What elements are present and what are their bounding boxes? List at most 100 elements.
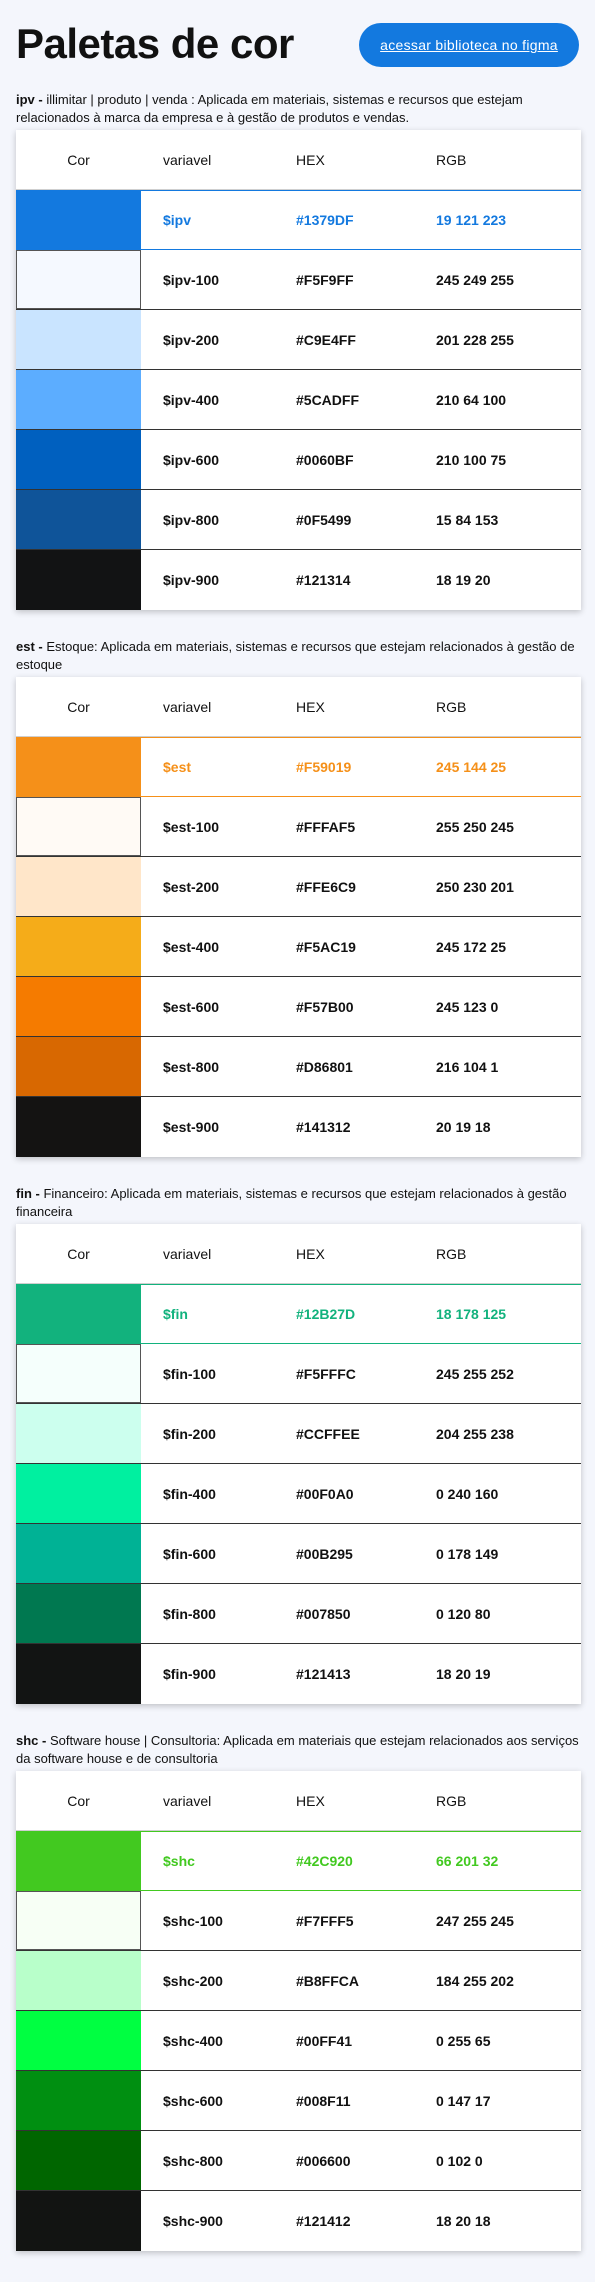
cell-var: $est-800	[163, 1058, 220, 1075]
cell-rgb: 18 178 125	[436, 1306, 507, 1322]
section-prefix: ipv	[16, 92, 35, 107]
cell-var: $ipv	[163, 212, 192, 228]
cell-var: $shc-900	[163, 2213, 223, 2229]
cell-rgb: 0 102 0	[436, 2152, 483, 2169]
table-row: $fin-900 #121413 18 20 19	[16, 1644, 581, 1704]
header-rgb: RGB	[436, 151, 467, 168]
cell-hex: #121412	[296, 2213, 351, 2229]
cell-hex: #CCFFEE	[296, 1425, 360, 1442]
palette-section-shc: shc - Software house | Consultoria: Apli…	[0, 1729, 595, 2251]
color-swatch	[16, 1644, 141, 1704]
table-row: $ipv-200 #C9E4FF 201 228 255	[16, 310, 581, 370]
cell-rgb: 247 255 245	[436, 1912, 514, 1929]
table-header: Cor variavel HEX RGB	[16, 1771, 581, 1831]
cell-hex: #008F11	[296, 2092, 351, 2109]
table-row: $est-100 #FFFAF5 255 250 245	[16, 797, 581, 857]
cell-hex: #00F0A0	[296, 1485, 354, 1502]
table-row: $fin-400 #00F0A0 0 240 160	[16, 1464, 581, 1524]
figma-library-button[interactable]: acessar biblioteca no figma	[359, 23, 579, 67]
cell-rgb: 250 230 201	[436, 878, 514, 895]
cell-var: $fin-900	[163, 1666, 216, 1682]
cell-rgb: 245 172 25	[436, 938, 507, 955]
cell-rgb: 245 123 0	[436, 998, 499, 1015]
table-row: $est #F59019 245 144 25	[16, 737, 581, 797]
section-prefix: est	[16, 639, 35, 654]
cell-var: $fin-400	[163, 1485, 216, 1502]
cell-var: $est-600	[163, 998, 220, 1015]
header-hex: HEX	[296, 698, 325, 715]
section-description-text: illimitar | produto | venda : Aplicada e…	[16, 92, 523, 125]
cell-hex: #007850	[296, 1605, 351, 1622]
table-row: $shc-200 #B8FFCA 184 255 202	[16, 1951, 581, 2011]
color-swatch	[16, 1584, 141, 1643]
color-swatch	[16, 1037, 141, 1096]
table-row: $est-900 #141312 20 19 18	[16, 1097, 581, 1157]
header-hex: HEX	[296, 1245, 325, 1262]
color-swatch	[16, 1524, 141, 1583]
color-swatch	[16, 917, 141, 976]
palette-table: Cor variavel HEX RGB $fin #12B27D 18 178 125 $f…	[16, 1224, 581, 1704]
page-header: Paletas de cor acessar biblioteca no fig…	[0, 0, 595, 88]
cell-rgb: 0 240 160	[436, 1485, 499, 1502]
cell-rgb: 66 201 32	[436, 1853, 499, 1869]
cell-rgb: 0 120 80	[436, 1605, 491, 1622]
section-prefix: shc	[16, 1733, 39, 1748]
cell-rgb: 18 19 20	[436, 572, 491, 588]
cell-hex: #FFE6C9	[296, 878, 356, 895]
color-swatch	[16, 310, 141, 369]
header-rgb: RGB	[436, 1792, 467, 1809]
palette-sections: ipv - illimitar | produto | venda : Apli…	[0, 88, 595, 2251]
section-prefix-separator: -	[34, 92, 47, 107]
cell-hex: #5CADFF	[296, 391, 360, 408]
table-row: $fin-200 #CCFFEE 204 255 238	[16, 1404, 581, 1464]
cell-hex: #D86801	[296, 1058, 353, 1075]
cell-hex: #121413	[296, 1666, 351, 1682]
section-description: fin - Financeiro: Aplicada em materiais,…	[0, 1182, 595, 1224]
cell-rgb: 245 249 255	[436, 271, 514, 288]
cell-hex: #FFFAF5	[296, 818, 356, 835]
color-swatch	[16, 1891, 141, 1950]
cell-hex: #141312	[296, 1119, 351, 1135]
color-swatch	[16, 1832, 141, 1890]
cell-var: $shc	[163, 1853, 195, 1869]
color-swatch	[16, 250, 141, 309]
cell-var: $fin-200	[163, 1425, 216, 1442]
header-rgb: RGB	[436, 698, 467, 715]
cell-hex: #121314	[296, 572, 351, 588]
cell-var: $est-100	[163, 818, 220, 835]
section-prefix: fin	[16, 1186, 32, 1201]
cell-hex: #F7FFF5	[296, 1912, 354, 1929]
table-header: Cor variavel HEX RGB	[16, 1224, 581, 1284]
cell-var: $est-200	[163, 878, 220, 895]
color-swatch	[16, 2131, 141, 2190]
cell-rgb: 210 100 75	[436, 451, 507, 468]
color-swatch	[16, 977, 141, 1036]
section-description: ipv - illimitar | produto | venda : Apli…	[0, 88, 595, 130]
section-description-text: Financeiro: Aplicada em materiais, siste…	[16, 1186, 567, 1219]
table-row: $fin-100 #F5FFFC 245 255 252	[16, 1344, 581, 1404]
header-variavel: variavel	[163, 1792, 212, 1809]
header-hex: HEX	[296, 1792, 325, 1809]
table-row: $shc-900 #121412 18 20 18	[16, 2191, 581, 2251]
cell-var: $ipv-600	[163, 451, 220, 468]
cell-var: $ipv-400	[163, 391, 220, 408]
cell-var: $fin-600	[163, 1545, 216, 1562]
cell-hex: #C9E4FF	[296, 331, 356, 348]
cell-var: $fin	[163, 1306, 188, 1322]
cell-rgb: 15 84 153	[436, 511, 499, 528]
cell-var: $ipv-800	[163, 511, 220, 528]
cell-rgb: 201 228 255	[436, 331, 514, 348]
cell-var: $est	[163, 759, 192, 775]
cell-hex: #F5F9FF	[296, 271, 354, 288]
cell-hex: #0F5499	[296, 511, 352, 528]
cell-var: $fin-800	[163, 1605, 216, 1622]
table-header: Cor variavel HEX RGB	[16, 130, 581, 190]
cell-rgb: 245 144 25	[436, 759, 507, 775]
color-swatch	[16, 857, 141, 916]
palette-section-fin: fin - Financeiro: Aplicada em materiais,…	[0, 1182, 595, 1704]
section-prefix-separator: -	[31, 1186, 44, 1201]
header-cor: Cor	[67, 1245, 90, 1262]
cell-var: $est-400	[163, 938, 220, 955]
table-row: $ipv-900 #121314 18 19 20	[16, 550, 581, 610]
cell-hex: #00FF41	[296, 2032, 353, 2049]
